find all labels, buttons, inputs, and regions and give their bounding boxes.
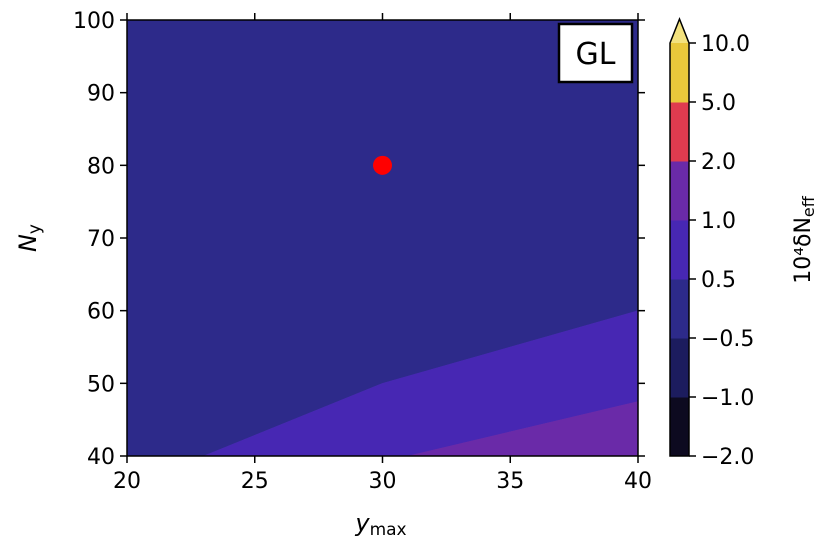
y-tick-label-4: 80 [87,154,115,179]
colorbar-tick-label-1: −1.0 [701,386,754,411]
y-tick-label-1: 50 [87,372,115,397]
colorbar-tick-label-6: 5.0 [701,91,736,116]
colorbar-segment-2 [670,279,689,339]
colorbar-outline [669,16,690,457]
colorbar-tick-label-3: 0.5 [701,268,736,293]
x-tick-label-1: 25 [241,469,269,494]
colorbar-segment-6 [670,43,689,103]
y-tick-label-2: 60 [87,300,115,325]
colorbar-extend-triangle [670,19,689,43]
colorbar: −2.0 −1.0 −0.5 0.5 1.0 2.0 5.0 10.0 [669,16,754,470]
colorbar-label-sub: eff [799,195,818,217]
y-tick-label-6: 100 [73,9,115,34]
colorbar-segment-3 [670,220,689,280]
x-tick-label-3: 35 [496,469,524,494]
annotation-box: GL [557,22,634,84]
colorbar-tick-label-2: −0.5 [701,327,754,352]
colorbar-label: 10⁴δNeff [791,195,818,284]
x-axis-label-main: y [354,509,370,537]
colorbar-tick-label-4: 1.0 [701,209,736,234]
marker-layer [373,155,392,175]
y-axis-label-main: N [14,234,42,252]
data-point-marker [373,155,392,175]
x-axis-label: ymax [354,509,406,540]
x-axis-label-sub: max [370,520,407,540]
y-axis-label-sub: y [25,224,45,234]
y-axis-label: Ny [14,224,45,252]
y-axis: 40 50 60 70 80 90 100 [73,9,645,470]
colorbar-segment-4 [670,161,689,221]
colorbar-segment-1 [670,338,689,398]
x-tick-label-0: 20 [113,469,141,494]
x-tick-label-4: 40 [624,469,652,494]
y-tick-label-5: 90 [87,82,115,107]
colorbar-segment-0 [670,397,689,457]
colorbar-label-main: 10⁴δN [791,217,816,284]
colorbar-segment-5 [670,102,689,162]
colorbar-tick-label-0: −2.0 [701,445,754,470]
x-tick-label-2: 30 [369,469,397,494]
y-tick-label-0: 40 [87,445,115,470]
y-tick-label-3: 70 [87,227,115,252]
colorbar-tick-label-7: 10.0 [701,32,750,57]
colorbar-tick-label-5: 2.0 [701,150,736,175]
x-axis: 20 25 30 35 40 [113,13,652,494]
contour-regions [126,19,639,457]
annotation-label: GL [576,37,616,72]
